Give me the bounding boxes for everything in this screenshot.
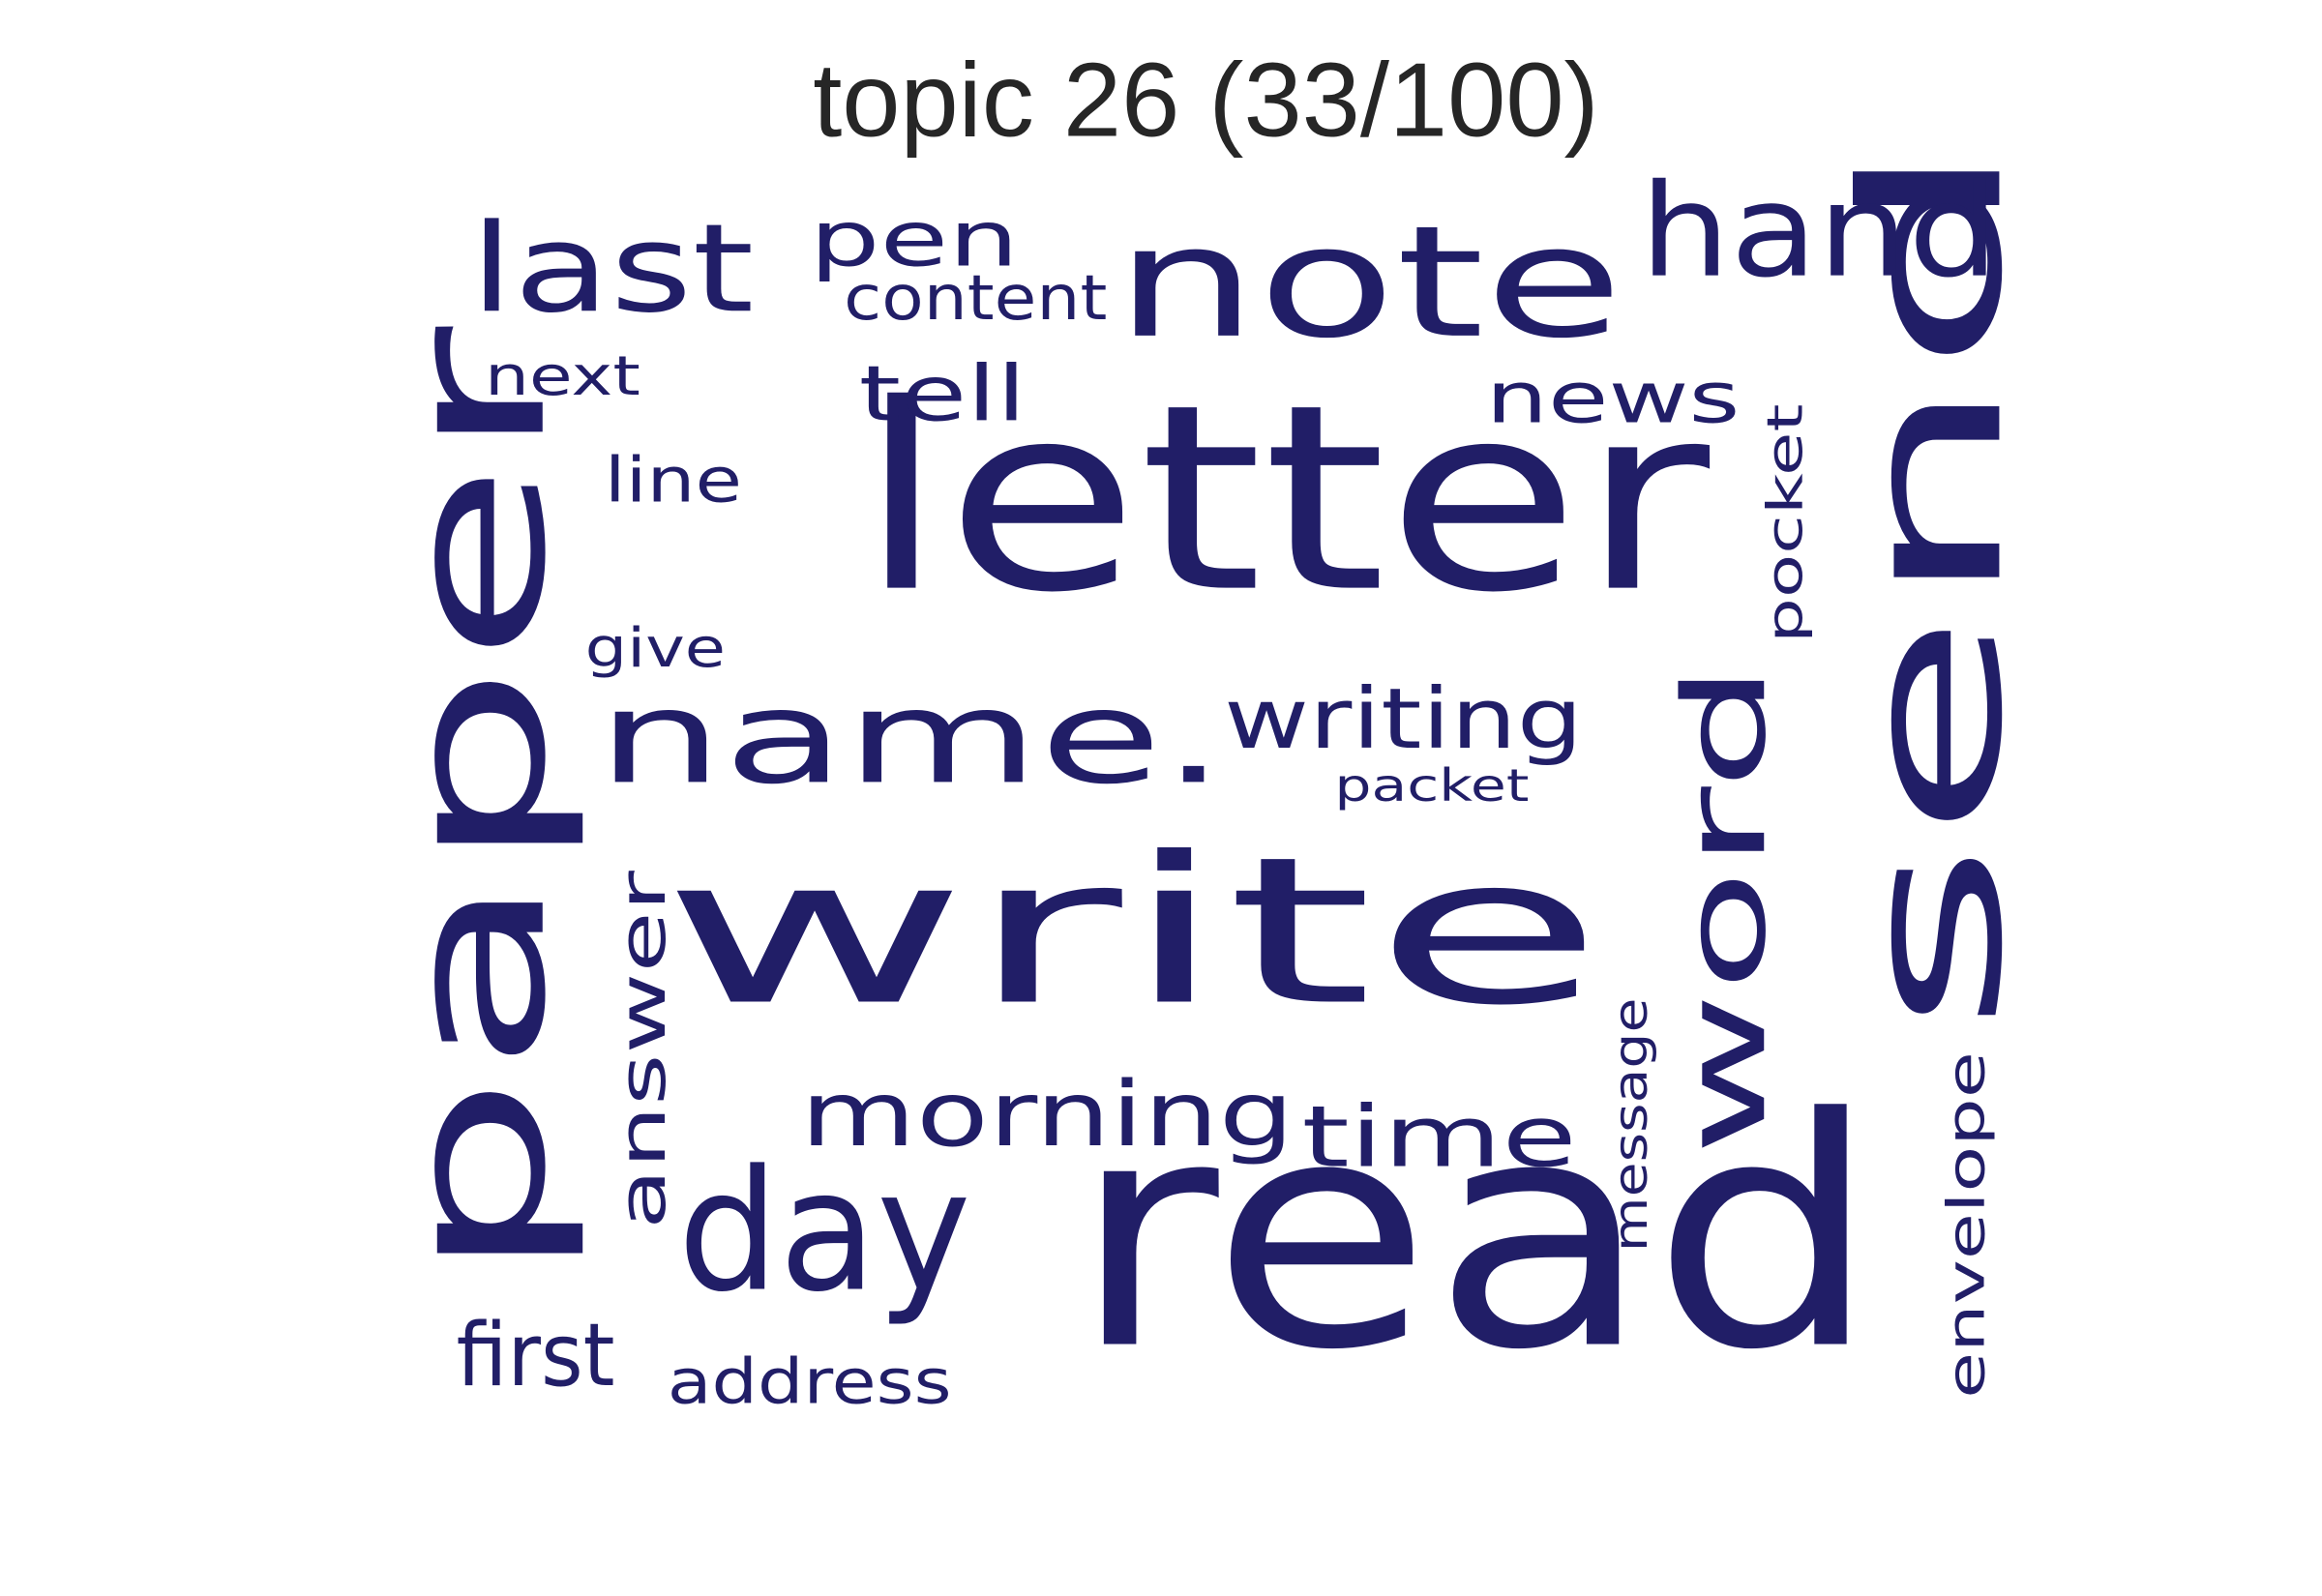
word-pen-group: pen <box>810 194 1019 284</box>
word-answer: answer <box>607 871 681 1229</box>
word-word-group: word <box>1659 663 1791 1156</box>
word-hand: hand <box>1640 158 1999 307</box>
word-first-group: first <box>457 1304 615 1406</box>
word-pocket-group: pocket <box>1756 404 1813 643</box>
word-content: content <box>844 261 1107 334</box>
word-tell-group: tell <box>859 348 1027 438</box>
word-name: name. <box>597 663 1226 813</box>
word-time: time <box>1301 1087 1577 1187</box>
word-day-group: day <box>678 1134 971 1329</box>
word-writing-group: writing <box>1224 670 1583 768</box>
word-content-group: content <box>844 261 1107 334</box>
word-message-group: message <box>1603 997 1657 1252</box>
word-pocket: pocket <box>1756 404 1813 643</box>
word-paper: paper <box>364 323 588 1283</box>
word-hand-group: hand <box>1640 158 1999 307</box>
word-write: write <box>661 813 1603 1049</box>
word-name-group: name. <box>597 663 1226 813</box>
word-first: first <box>457 1304 615 1406</box>
word-paper-group: paper <box>364 323 588 1283</box>
word-day: day <box>678 1134 971 1329</box>
word-note: note <box>1115 192 1623 372</box>
word-address-group: address <box>668 1346 952 1418</box>
word-word: word <box>1659 663 1791 1156</box>
word-letter: letter <box>857 350 1712 649</box>
page-title: topic 26 (33/100) <box>813 42 1599 159</box>
word-answer-group: answer <box>607 871 681 1229</box>
word-send-group: send <box>1821 137 2045 1035</box>
word-tell: tell <box>859 348 1027 438</box>
word-envelope-group: envelope <box>1936 1051 1996 1399</box>
word-news: news <box>1486 357 1741 439</box>
word-time-group: time <box>1301 1087 1577 1187</box>
word-give: give <box>585 616 726 679</box>
word-message: message <box>1603 997 1657 1252</box>
word-last: last <box>470 198 755 340</box>
word-pen: pen <box>810 194 1019 284</box>
word-packet: packet <box>1334 759 1529 813</box>
word-line-group: line <box>605 444 742 517</box>
word-read-group: read <box>1071 1052 1879 1420</box>
word-writing: writing <box>1224 670 1583 768</box>
word-next-group: next <box>485 345 640 408</box>
word-give-group: give <box>585 616 726 679</box>
word-packet-group: packet <box>1334 759 1529 813</box>
word-news-group: news <box>1486 357 1741 439</box>
word-next: next <box>485 345 640 408</box>
word-last-group: last <box>470 198 755 340</box>
word-morning-group: morning <box>800 1062 1294 1167</box>
word-send: send <box>1821 137 2045 1035</box>
word-address: address <box>668 1346 952 1418</box>
word-line: line <box>605 444 742 517</box>
word-write-group: write <box>661 813 1603 1049</box>
word-read: read <box>1071 1052 1879 1420</box>
word-envelope: envelope <box>1936 1051 1996 1399</box>
word-letter-group: letter <box>857 350 1712 649</box>
word-morning: morning <box>800 1062 1294 1167</box>
word-note-group: note <box>1115 192 1623 372</box>
